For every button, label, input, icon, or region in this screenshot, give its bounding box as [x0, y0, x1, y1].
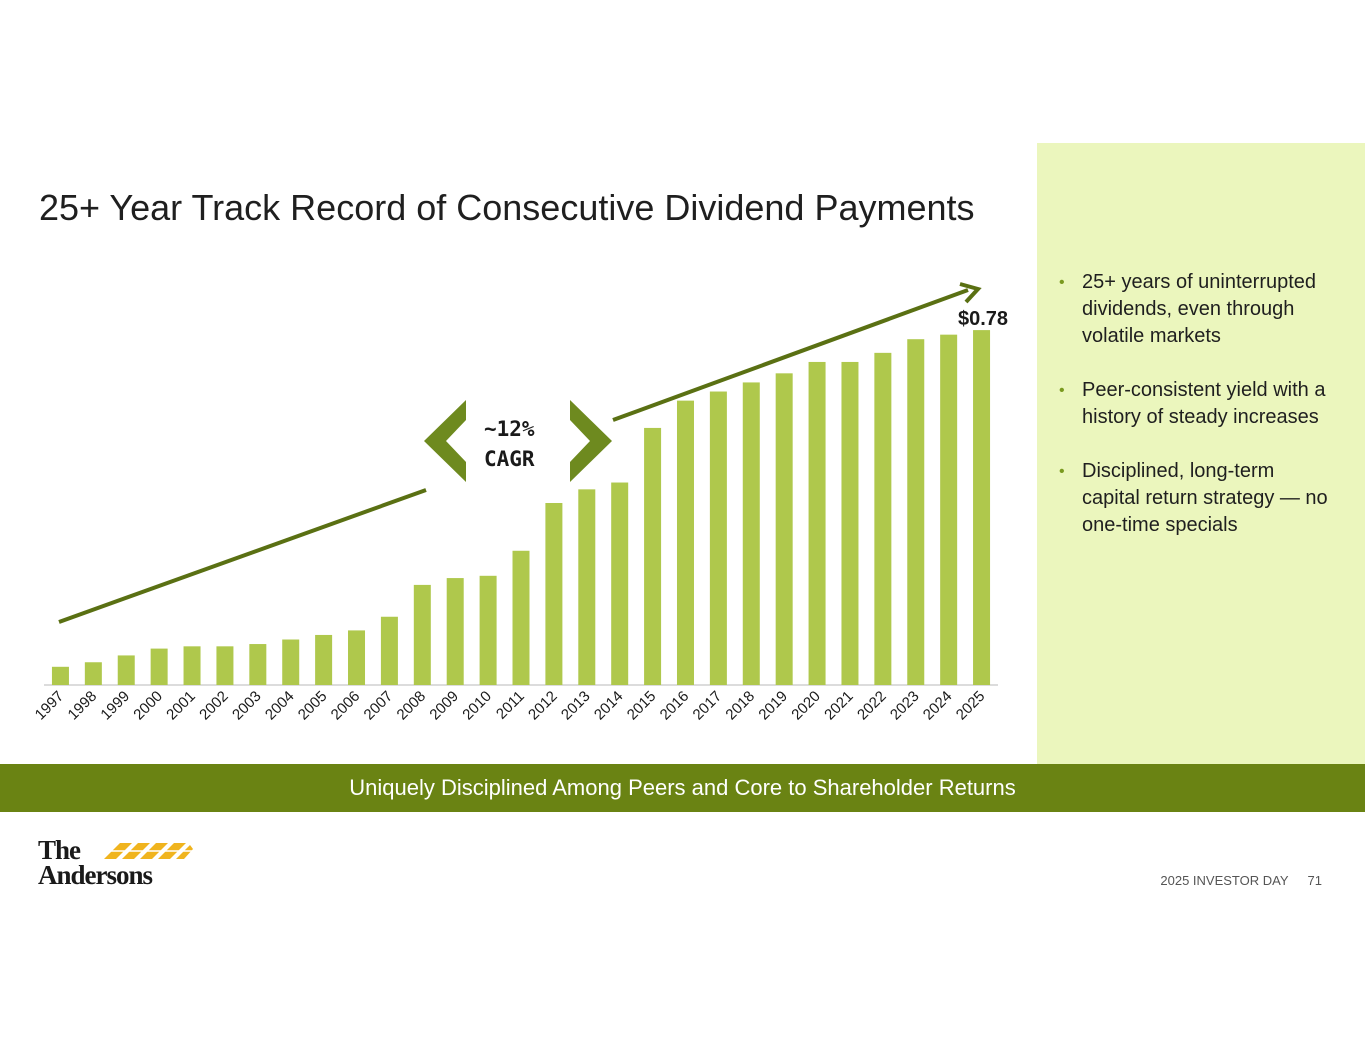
- bar-2002: [216, 646, 234, 685]
- bar-2020: [808, 361, 826, 685]
- x-tick-label: 2006: [328, 688, 364, 724]
- x-tick-label: 2000: [130, 688, 166, 724]
- cagr-label: CAGR: [484, 447, 535, 471]
- x-tick-label: 2014: [591, 688, 627, 724]
- x-tick-label: 2020: [788, 688, 824, 724]
- logo-line-2: Andersons: [38, 860, 153, 890]
- bar-2014: [611, 482, 629, 685]
- bar-2015: [644, 427, 662, 685]
- bar-1998: [84, 662, 102, 685]
- x-tick-label: 1998: [65, 688, 101, 724]
- page-number: 71: [1307, 873, 1322, 888]
- trend-line-upper: [612, 288, 969, 422]
- x-tick-label: 2019: [755, 688, 791, 724]
- trend-arrow: [58, 282, 982, 624]
- bullet-item: 25+ years of uninterrupted dividends, ev…: [1059, 269, 1337, 350]
- company-logo: The Andersons: [38, 835, 193, 890]
- bar-2008: [413, 584, 431, 685]
- x-tick-label: 2007: [361, 688, 397, 724]
- bullet-list: 25+ years of uninterrupted dividends, ev…: [1059, 269, 1337, 566]
- dividend-bar-chart: 1997199819992000200120022003200420052006…: [32, 282, 1008, 724]
- bar-2021: [841, 361, 859, 685]
- bar-2025: [973, 330, 991, 685]
- x-tick-label: 2011: [493, 688, 528, 723]
- bar-2023: [907, 339, 925, 685]
- bullet-item: Peer-consistent yield with a history of …: [1059, 377, 1337, 431]
- bar-2024: [940, 334, 958, 685]
- bar-2017: [709, 391, 727, 685]
- bar-2001: [183, 646, 201, 685]
- highlights-panel: 25+ years of uninterrupted dividends, ev…: [1037, 143, 1365, 764]
- x-tick-label: 2008: [394, 688, 430, 724]
- x-tick-label: 2001: [163, 688, 199, 724]
- x-tick-label: 2021: [821, 688, 857, 724]
- x-tick-label: 2013: [558, 688, 594, 724]
- x-tick-label: 2002: [196, 688, 232, 724]
- bar-2022: [874, 352, 892, 685]
- cagr-annotation: ~12% CAGR: [424, 400, 612, 482]
- bullet-item: Disciplined, long-term capital return st…: [1059, 458, 1337, 539]
- wheat-icon: [104, 843, 193, 859]
- bar-2010: [479, 575, 497, 685]
- trend-line-lower: [58, 488, 427, 624]
- x-tick-label: 1999: [97, 688, 133, 724]
- x-tick-label: 2016: [657, 688, 693, 724]
- x-tick-label: 2003: [229, 688, 265, 724]
- bar-2009: [446, 578, 464, 685]
- logo-line-1: The: [38, 835, 81, 865]
- x-tick-label: 2015: [624, 688, 660, 724]
- bar-2018: [742, 382, 760, 685]
- tagline-band: Uniquely Disciplined Among Peers and Cor…: [0, 764, 1365, 812]
- bar-2007: [380, 616, 398, 685]
- x-tick-label: 2018: [722, 688, 758, 724]
- bar-2012: [545, 503, 563, 685]
- cagr-value: ~12%: [484, 417, 535, 441]
- bar-2016: [676, 400, 694, 685]
- bar-1999: [117, 655, 135, 685]
- x-tick-label: 2005: [295, 688, 331, 724]
- x-tick-labels: 1997199819992000200120022003200420052006…: [32, 688, 989, 724]
- bar-2000: [150, 648, 168, 685]
- x-tick-label: 2022: [854, 688, 890, 724]
- x-tick-label: 2017: [690, 688, 726, 724]
- x-tick-label: 2010: [459, 688, 495, 724]
- x-tick-label: 2023: [887, 688, 923, 724]
- event-label: 2025 INVESTOR DAY: [1160, 873, 1289, 888]
- bar-2004: [282, 639, 300, 685]
- x-tick-label: 2009: [426, 688, 462, 724]
- x-tick-label: 2004: [262, 688, 298, 724]
- bar-2005: [315, 634, 333, 685]
- bar-2003: [249, 644, 267, 685]
- end-value-label: $0.78: [958, 308, 1008, 330]
- chevron-right-icon: [570, 400, 612, 482]
- trend-arrowhead: [959, 282, 982, 304]
- bar-2013: [578, 489, 596, 685]
- x-tick-label: 2012: [525, 688, 561, 724]
- x-tick-label: 2025: [953, 688, 989, 724]
- page-title: 25+ Year Track Record of Consecutive Div…: [39, 187, 975, 228]
- chevron-left-icon: [424, 400, 466, 482]
- footer-meta: 2025 INVESTOR DAY 71: [1160, 873, 1322, 888]
- x-tick-label: 2024: [920, 688, 956, 724]
- bars: [51, 330, 991, 685]
- x-tick-label: 1997: [32, 688, 68, 724]
- bar-2011: [512, 550, 530, 685]
- bar-1997: [51, 666, 69, 685]
- bar-2019: [775, 373, 793, 685]
- bar-2006: [348, 630, 366, 685]
- tagline-text: Uniquely Disciplined Among Peers and Cor…: [349, 775, 1016, 800]
